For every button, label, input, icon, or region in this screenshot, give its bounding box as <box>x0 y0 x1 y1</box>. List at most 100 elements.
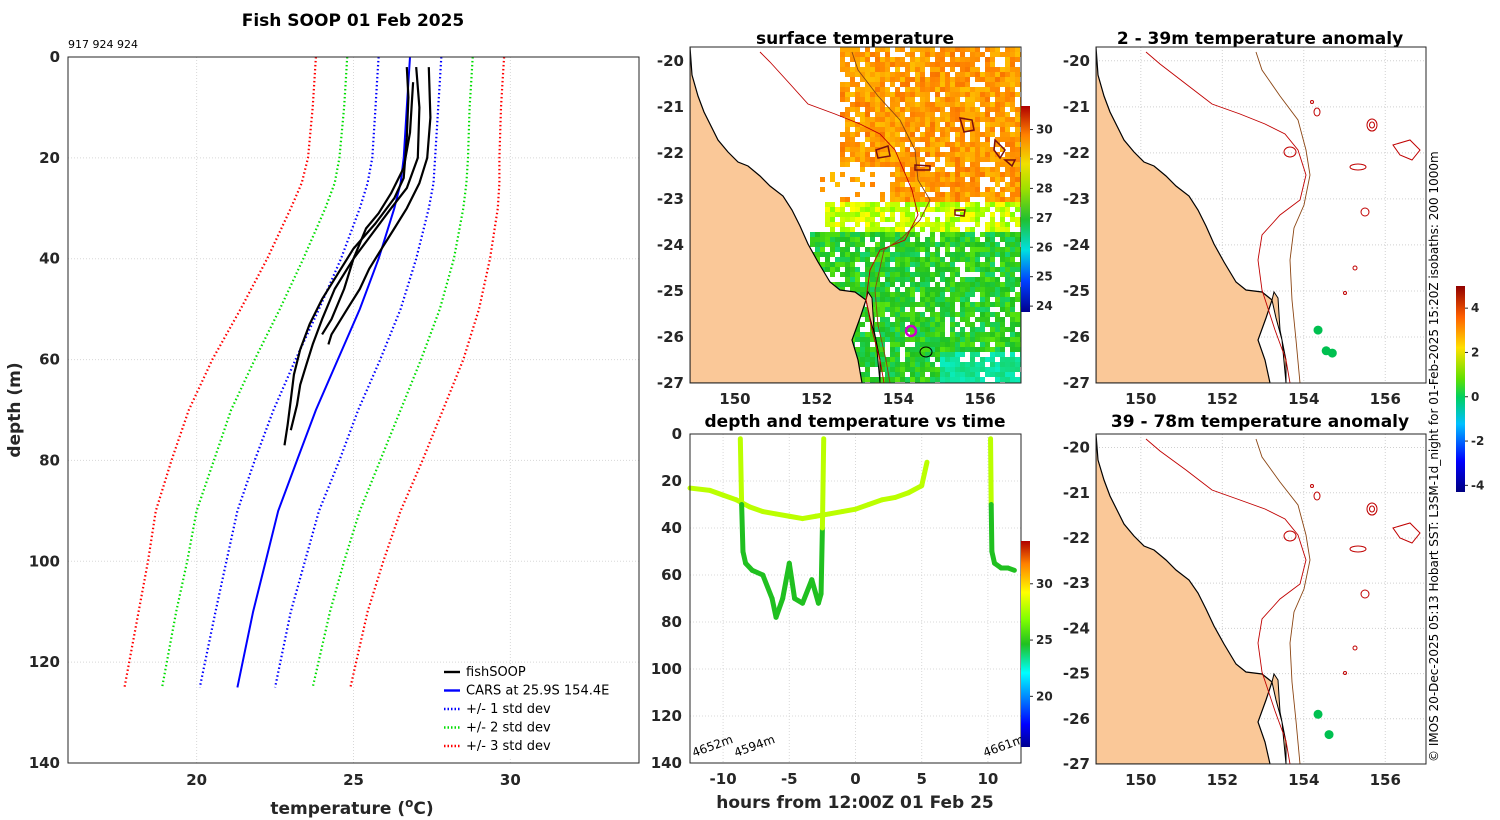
sst-pixel <box>975 207 980 212</box>
map-x-tick: 152 <box>801 390 832 408</box>
sst-pixel <box>1000 362 1005 367</box>
sst-pixel <box>890 327 895 332</box>
fraser-island <box>1271 672 1287 764</box>
sst-pixel <box>900 367 905 372</box>
sst-pixel <box>900 247 905 252</box>
sst-pixel <box>935 222 940 227</box>
sst-pixel <box>945 297 950 302</box>
sst-pixel <box>970 247 975 252</box>
sst-pixel <box>975 352 980 357</box>
sst-pixel <box>975 72 980 77</box>
sst-pixel <box>845 132 850 137</box>
sst-pixel <box>975 87 980 92</box>
sst-pixel <box>955 72 960 77</box>
anomaly-point <box>1327 348 1337 358</box>
sst-pixel <box>895 327 900 332</box>
sst-pixel <box>920 262 925 267</box>
sst-pixel <box>925 197 930 202</box>
dt-track-b-segment <box>739 502 746 554</box>
sst-pixel <box>935 67 940 72</box>
sst-pixel <box>870 82 875 87</box>
sst-pixel <box>995 232 1000 237</box>
sst-pixel <box>950 292 955 297</box>
sst-pixel <box>870 357 875 362</box>
sst-pixel <box>935 367 940 372</box>
sst-pixel <box>935 312 940 317</box>
sst-pixel <box>935 217 940 222</box>
sst-pixel <box>930 297 935 302</box>
sst-pixel <box>940 297 945 302</box>
sst-pixel <box>905 317 910 322</box>
sst-pixel <box>945 82 950 87</box>
sst-pixel <box>870 117 875 122</box>
anom-cb-tick-label: -2 <box>1471 434 1484 448</box>
sst-pixel <box>955 187 960 192</box>
sst-pixel <box>850 137 855 142</box>
fishsoop-profile-1 <box>283 67 410 446</box>
sst-pixel <box>925 282 930 287</box>
sst-pixel <box>860 202 865 207</box>
sst-pixel <box>935 192 940 197</box>
sst-pixel <box>985 267 990 272</box>
sst-pixel <box>1000 192 1005 197</box>
sst-pixel <box>935 102 940 107</box>
sst-pixel <box>930 307 935 312</box>
sst-pixel <box>865 207 870 212</box>
sst-pixel <box>940 87 945 92</box>
depth-time-title: depth and temperature vs time <box>705 412 1006 432</box>
sst-pixel <box>975 252 980 257</box>
sst-pixel <box>865 162 870 167</box>
sst-pixel <box>945 302 950 307</box>
sst-pixel <box>885 322 890 327</box>
sst-pixel <box>960 62 965 67</box>
sst-pixel <box>890 202 895 207</box>
sst-pixel <box>1005 262 1010 267</box>
sst-pixel <box>965 77 970 82</box>
sst-pixel <box>885 237 890 242</box>
sst-pixel <box>990 167 995 172</box>
sst-pixel <box>875 327 880 332</box>
sst-pixel <box>900 242 905 247</box>
sst-pixel <box>895 337 900 342</box>
sst-pixel <box>985 247 990 252</box>
sst-pixel <box>845 47 850 52</box>
sst-pixel <box>840 222 845 227</box>
sst-pixel <box>860 52 865 57</box>
sst-pixel <box>985 197 990 202</box>
sst-pixel <box>890 292 895 297</box>
sst-pixel <box>880 367 885 372</box>
sst-pixel <box>985 282 990 287</box>
sst-pixel <box>880 107 885 112</box>
sst-pixel <box>995 92 1000 97</box>
sst-pixel <box>960 302 965 307</box>
sst-pixel <box>1015 337 1020 342</box>
sst-pixel <box>920 357 925 362</box>
sst-pixel <box>855 152 860 157</box>
sst-pixel <box>895 377 900 382</box>
sst-pixel <box>890 182 895 187</box>
sst-pixel <box>865 227 870 232</box>
map-y-tick: -27 <box>1063 374 1090 392</box>
sst-pixel <box>935 247 940 252</box>
sst-pixel <box>945 207 950 212</box>
sst-pixel <box>990 292 995 297</box>
sst-pixel <box>850 77 855 82</box>
sst-pixel <box>995 292 1000 297</box>
sst-pixel <box>945 117 950 122</box>
sst-pixel <box>955 367 960 372</box>
sst-pixel <box>945 172 950 177</box>
profile-sd1-upper <box>274 56 443 688</box>
sst-pixel <box>905 77 910 82</box>
sst-pixel <box>925 337 930 342</box>
sst-pixel <box>895 262 900 267</box>
anomaly-39-78-tick-labels: 150 152 154 156-20-21-22-23-24-25-26-27 <box>1063 439 1401 789</box>
sst-pixel <box>900 137 905 142</box>
sst-pixel <box>990 67 995 72</box>
sst-pixel <box>985 262 990 267</box>
sst-pixel <box>955 77 960 82</box>
sst-pixel <box>950 337 955 342</box>
sst-pixel <box>870 217 875 222</box>
sst-pixel <box>885 152 890 157</box>
